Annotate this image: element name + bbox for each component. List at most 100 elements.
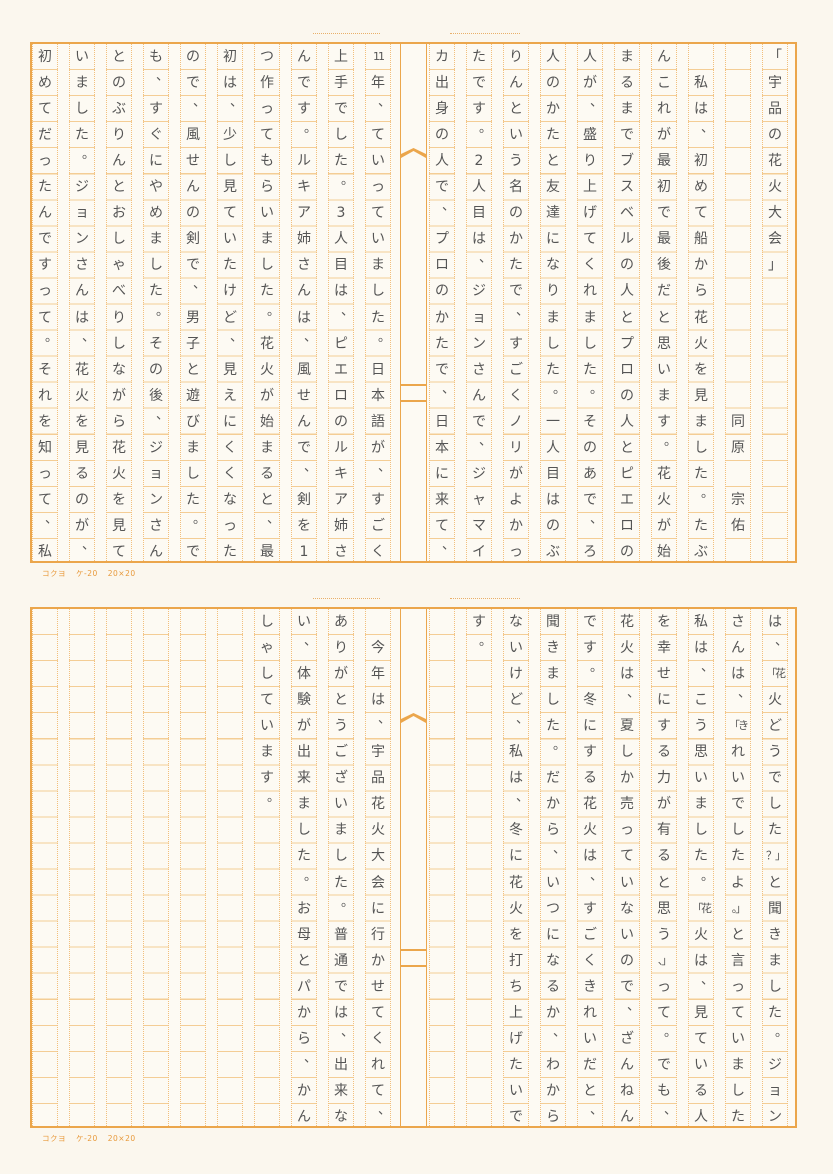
handwritten-character: っ: [509, 543, 523, 560]
handwritten-character: 人: [546, 49, 560, 65]
handwritten-character: え: [223, 387, 237, 404]
handwritten-character: た: [694, 517, 708, 534]
handwritten-character: て: [112, 543, 126, 560]
handwritten-character: が: [371, 439, 385, 456]
handwritten-character: 来: [334, 1082, 348, 1099]
handwritten-character: と: [112, 49, 126, 65]
handwritten-character: い: [694, 770, 708, 787]
grid-column: [503, 609, 529, 1126]
handwritten-character: に: [223, 413, 237, 430]
handwritten-character: ら: [260, 179, 274, 196]
handwritten-character: で: [583, 614, 597, 630]
handwritten-character: 。: [478, 121, 492, 137]
handwritten-character: 。: [589, 381, 603, 397]
handwritten-character: せ: [657, 666, 671, 683]
grid-column: [106, 609, 132, 1126]
center-tick-mark: [400, 384, 427, 386]
handwritten-character: ア: [297, 205, 311, 222]
handwritten-character: 、: [774, 634, 788, 650]
handwritten-character: て: [657, 1004, 671, 1021]
handwritten-character: て: [371, 1004, 385, 1021]
handwritten-character: し: [546, 335, 560, 352]
handwritten-character: ャ: [472, 491, 486, 508]
handwritten-character: 、: [589, 1102, 603, 1118]
handwritten-character: で: [334, 978, 348, 995]
handwritten-character: し: [768, 796, 782, 813]
handwritten-character: 船: [694, 231, 708, 248]
handwritten-character: き: [768, 926, 782, 943]
handwritten-character: う: [509, 153, 523, 170]
handwritten-character: 始: [657, 543, 671, 560]
fold-guide-mark: [313, 33, 380, 34]
handwritten-character: 年: [371, 75, 385, 92]
handwritten-character: す: [583, 640, 597, 657]
handwritten-character: て: [38, 101, 52, 118]
handwritten-character: し: [583, 335, 597, 352]
handwritten-character: 験: [297, 692, 311, 709]
handwritten-character: 花: [583, 796, 597, 813]
handwritten-character: な: [546, 257, 560, 274]
handwritten-character: 、: [266, 511, 280, 527]
handwritten-character: 、: [441, 199, 455, 215]
handwritten-character: す: [657, 413, 671, 430]
handwritten-character: 、: [303, 634, 317, 650]
handwritten-character: か: [620, 770, 634, 787]
handwritten-character: ん: [75, 283, 89, 300]
handwritten-character: き: [583, 978, 597, 995]
handwritten-character: ざ: [334, 770, 348, 787]
handwritten-character: は: [583, 848, 597, 865]
handwritten-character: す: [657, 718, 671, 735]
handwritten-character: 、: [340, 1024, 354, 1040]
handwritten-character: ジ: [149, 439, 163, 456]
handwritten-character: 剣: [186, 231, 200, 248]
handwritten-character: の: [75, 491, 89, 508]
handwritten-character: め: [38, 75, 52, 92]
handwritten-character: 会: [768, 231, 782, 248]
handwritten-character: し: [186, 465, 200, 482]
handwritten-character: を: [112, 491, 126, 508]
grid-column: [614, 44, 640, 561]
handwritten-character: あ: [583, 465, 597, 482]
handwritten-character: 少: [223, 127, 237, 144]
handwritten-character: 宗: [731, 491, 745, 508]
paper-footer: コクヨ ケ-20 20×20: [42, 568, 146, 579]
handwritten-character: 、: [377, 712, 391, 728]
handwritten-character: ん: [297, 49, 311, 65]
handwritten-character: い: [620, 926, 634, 943]
grid-column: [254, 609, 280, 1126]
handwritten-character: は: [334, 1004, 348, 1021]
handwritten-character: る: [546, 978, 560, 995]
handwritten-character: よ: [509, 491, 523, 508]
handwritten-character: り: [509, 49, 523, 65]
handwritten-character: ん: [297, 283, 311, 300]
handwritten-character: で: [731, 796, 745, 813]
handwritten-character: で: [38, 231, 52, 248]
handwritten-character: っ: [38, 465, 52, 482]
handwritten-character: ン: [149, 491, 163, 508]
handwritten-character: ご: [371, 517, 385, 534]
grid-column: [69, 44, 95, 561]
handwritten-character: 来: [435, 491, 449, 508]
handwritten-character: 火: [371, 822, 385, 839]
handwritten-character: 。: [192, 511, 206, 527]
handwritten-character: ン: [75, 231, 89, 248]
handwritten-character: は: [731, 666, 745, 683]
handwritten-character: ご: [509, 361, 523, 378]
handwritten-character: ん: [297, 1108, 311, 1125]
handwritten-character: す: [149, 101, 163, 118]
handwritten-character: な: [223, 491, 237, 508]
handwritten-character: た: [731, 1108, 745, 1125]
handwritten-character: に: [371, 900, 385, 917]
handwritten-character: 「き: [729, 719, 749, 733]
handwritten-character: て: [620, 848, 634, 865]
handwritten-character: ジ: [75, 179, 89, 196]
handwritten-character: 。: [155, 303, 169, 319]
handwritten-character: 、: [589, 868, 603, 884]
handwritten-character: プ: [435, 231, 449, 248]
handwritten-character: 上: [334, 49, 348, 65]
handwritten-character: 見: [75, 439, 89, 456]
handwritten-character: 、: [700, 972, 714, 988]
handwritten-character: っ: [260, 101, 274, 118]
handwritten-character: に: [435, 465, 449, 482]
handwritten-character: た: [472, 49, 486, 65]
